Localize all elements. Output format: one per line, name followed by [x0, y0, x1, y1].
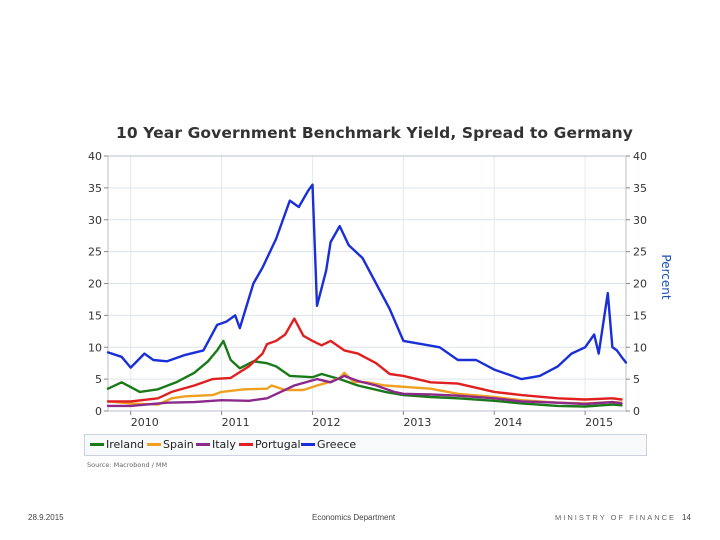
- legend-item-ireland: Ireland: [90, 438, 144, 451]
- footer-page-number: 14: [682, 513, 691, 522]
- legend-swatch-greece: [301, 443, 315, 446]
- series-line-ireland: [106, 339, 623, 408]
- series-line-greece: [106, 183, 628, 381]
- legend-swatch-spain: [147, 443, 161, 446]
- y-tick-label-right: 15: [633, 309, 647, 322]
- series-line-italy: [106, 374, 623, 408]
- series-lines: [106, 183, 628, 408]
- y-axis-label: Percent: [659, 254, 673, 300]
- legend-item-portugal: Portugal: [239, 438, 301, 451]
- legend-label-portugal: Portugal: [255, 438, 301, 451]
- y-tick-label-right: 40: [633, 150, 647, 163]
- y-tick-label-left: 25: [88, 246, 102, 259]
- legend-label-ireland: Ireland: [106, 438, 145, 451]
- x-tick-label: 2010: [131, 416, 159, 429]
- y-tick-label-left: 0: [95, 405, 102, 418]
- y-tick-label-right: 20: [633, 278, 647, 291]
- x-tick-label: 2013: [403, 416, 431, 429]
- series-line-portugal: [106, 317, 623, 403]
- legend-label-spain: Spain: [163, 438, 194, 451]
- y-tick-label-right: 0: [633, 405, 640, 418]
- x-tick-label: 2014: [494, 416, 522, 429]
- footer-date: 28.9.2015: [28, 513, 64, 522]
- y-tick-label-left: 10: [88, 341, 102, 354]
- legend-label-greece: Greece: [317, 438, 357, 451]
- legend-swatch-portugal: [239, 443, 253, 446]
- legend-item-greece: Greece: [301, 438, 356, 451]
- legend-label-italy: Italy: [212, 438, 236, 451]
- y-tick-label-left: 40: [88, 150, 102, 163]
- source-note: Source: Macrobond / MM: [87, 461, 168, 469]
- grid-lines: [108, 155, 626, 412]
- chart-legend: Ireland Spain Italy Portugal Greece: [84, 434, 647, 456]
- y-tick-label-right: 5: [633, 373, 640, 386]
- y-tick-label-right: 10: [633, 341, 647, 354]
- legend-item-italy: Italy: [196, 438, 236, 451]
- y-tick-label-right: 25: [633, 246, 647, 259]
- footer-department: Economics Department: [312, 513, 396, 522]
- y-tick-label-left: 15: [88, 309, 102, 322]
- y-tick-label-right: 30: [633, 214, 647, 227]
- x-tick-label: 2012: [312, 416, 340, 429]
- legend-swatch-ireland: [90, 443, 104, 446]
- x-tick-label: 2015: [585, 416, 613, 429]
- footer-ministry: MINISTRY OF FINANCE: [555, 513, 677, 522]
- y-tick-label-right: 35: [633, 182, 647, 195]
- y-tick-label-left: 5: [95, 373, 102, 386]
- chart-axes: 0 0 5 5 10 10 15 15 20 20 25 25 30 30 35 35 40 40 2010 2011…: [88, 150, 647, 429]
- chart-title: 10 Year Government Benchmark Yield, Spre…: [116, 124, 633, 142]
- y-tick-label-left: 35: [88, 182, 102, 195]
- legend-swatch-italy: [196, 443, 210, 446]
- legend-item-spain: Spain: [147, 438, 194, 451]
- y-tick-label-left: 20: [88, 278, 102, 291]
- y-tick-label-left: 30: [88, 214, 102, 227]
- x-tick-label: 2011: [222, 416, 250, 429]
